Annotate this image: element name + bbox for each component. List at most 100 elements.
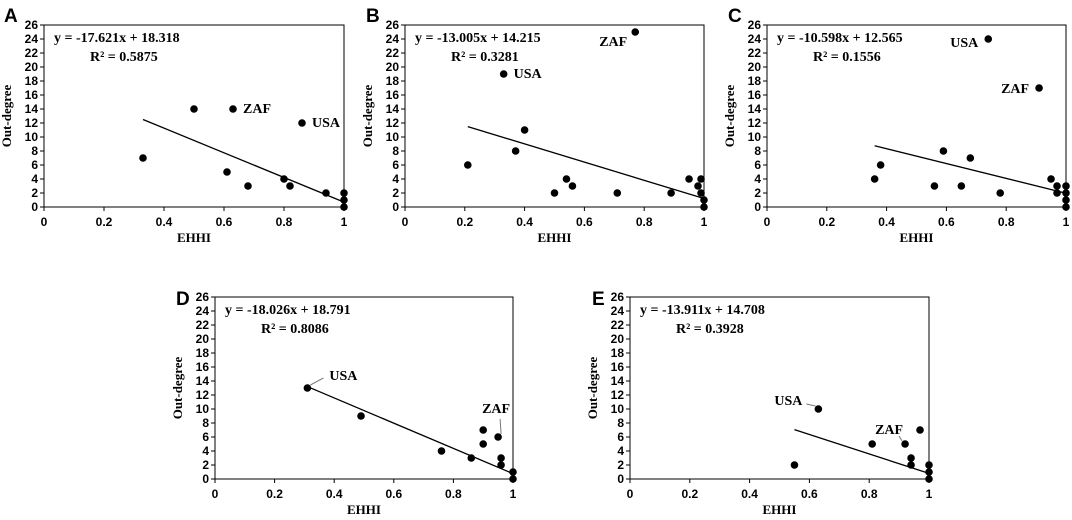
- panel-d-y-axis-title: Out-degree: [170, 356, 185, 419]
- panel-e-point: [790, 461, 799, 469]
- panel-a-point-usa: [298, 119, 306, 127]
- panel-e-equation: y = -13.911x + 14.708: [640, 303, 765, 318]
- panel-c-label-usa: USA: [950, 36, 979, 51]
- panel-c-trendline: [874, 145, 1067, 194]
- panel-d-ytick-label: 4: [202, 444, 209, 458]
- panel-a-ytick-label: 18: [25, 74, 39, 88]
- panel-a-point: [190, 105, 198, 113]
- panel-e-point: [925, 468, 933, 476]
- panel-c-point: [966, 154, 975, 162]
- panel-b-point: [613, 189, 622, 197]
- panel-e-ytick-label: 26: [611, 290, 625, 304]
- panel-a-label-zaf: ZAF: [243, 102, 271, 117]
- panel-b-equation: y = -13.005x + 14.215: [415, 31, 541, 46]
- panel-d-point: [357, 412, 365, 420]
- panel-a-point: [223, 168, 231, 176]
- panel-c-equation: y = -10.598x + 12.565: [777, 31, 903, 46]
- panel-c-point: [1053, 182, 1061, 190]
- panel-a-ytick-label: 14: [25, 102, 39, 116]
- panel-b-y-axis-title: Out-degree: [360, 84, 375, 147]
- panel-c-ytick-label: 4: [754, 172, 761, 186]
- panel-c-ytick-label: 22: [748, 46, 762, 60]
- panel-e-label-leader-usa: [806, 403, 816, 407]
- panel-e-xtick-label: 0.6: [801, 487, 818, 501]
- panel-c-point-zaf: [1035, 84, 1043, 92]
- panel-a-xtick-label: 1: [341, 215, 348, 229]
- panel-d-plot-frame: [214, 296, 514, 480]
- panel-e-ytick-label: 12: [611, 388, 625, 402]
- panel-c-point: [1062, 189, 1070, 197]
- panel-e-plot-frame: [629, 296, 930, 480]
- panel-b-point: [511, 147, 520, 155]
- panel-b-point-usa: [499, 70, 508, 78]
- panel-c-ytick-label: 6: [754, 158, 761, 172]
- panel-c-plot-frame: [766, 24, 1067, 208]
- panel-a-xtick-label: 0.2: [96, 215, 113, 229]
- panel-a-y-axis-title: Out-degree: [0, 84, 14, 147]
- panel-b-point: [520, 126, 529, 134]
- panel-b-ytick-label: 0: [392, 200, 399, 214]
- panel-a-label-usa: USA: [312, 116, 341, 131]
- panel-d-ytick-label: 6: [202, 430, 209, 444]
- panel-c-ytick-label: 8: [754, 144, 761, 158]
- panel-b-ytick-label: 18: [386, 74, 400, 88]
- panel-e-ytick-label: 2: [617, 458, 624, 472]
- panel-b-ytick-label: 10: [386, 130, 400, 144]
- panel-a-ytick-label: 10: [25, 130, 39, 144]
- panel-d-ytick-label: 16: [196, 360, 210, 374]
- panel-c-point: [939, 147, 948, 155]
- panel-a-point: [286, 182, 294, 190]
- panel-c-label-zaf: ZAF: [1001, 82, 1029, 97]
- panel-b-ytick-label: 14: [386, 102, 400, 116]
- panel-b-ytick-label: 26: [386, 18, 400, 32]
- panel-b-ytick-label: 2: [392, 186, 399, 200]
- panel-d-ytick-label: 8: [202, 416, 209, 430]
- panel-b-plot-frame: [404, 24, 705, 208]
- panel-d-label-leader-usa: [310, 377, 324, 386]
- panel-e-label-usa: USA: [774, 394, 803, 409]
- panel-e-ytick-label: 20: [611, 332, 625, 346]
- panel-a-ytick-label: 26: [25, 18, 39, 32]
- panel-a-point: [280, 175, 288, 183]
- panel-c-xtick-label: 0.6: [938, 215, 955, 229]
- panel-e-x-axis-title: EHHI: [763, 502, 797, 517]
- panel-b-ytick-label: 20: [386, 60, 400, 74]
- panel-b-r-squared: R² = 0.3281: [451, 50, 519, 65]
- panel-d-ytick-label: 14: [196, 374, 210, 388]
- panel-b-ytick-label: 6: [392, 158, 399, 172]
- panel-c-ytick-label: 18: [748, 74, 762, 88]
- panel-d-label-leader-zaf: [499, 418, 502, 435]
- panel-b-point: [700, 196, 708, 204]
- panel-a-letter: A: [4, 6, 18, 27]
- panel-e-label-zaf: ZAF: [875, 423, 903, 438]
- panel-b-xtick-label: 0.4: [516, 215, 533, 229]
- panel-c-letter: C: [728, 6, 742, 27]
- panel-e-ytick-label: 24: [611, 304, 625, 318]
- panel-e-point: [907, 461, 915, 469]
- panel-d-ytick-label: 0: [202, 472, 209, 486]
- panel-c-point: [1062, 182, 1070, 190]
- panel-d-trendline: [307, 385, 514, 475]
- panel-d-xtick-label: 1: [510, 487, 517, 501]
- panel-b-label-zaf: ZAF: [599, 35, 627, 50]
- panel-a-point: [322, 189, 330, 197]
- panel-e-point: [925, 461, 933, 469]
- panel-a-ytick-label: 24: [25, 32, 39, 46]
- panel-d-xtick-label: 0.6: [385, 487, 402, 501]
- panel-d-ytick-label: 20: [196, 332, 210, 346]
- panel-e-xtick-label: 0.4: [741, 487, 758, 501]
- panel-d-xtick-label: 0.8: [445, 487, 462, 501]
- panel-c-ytick-label: 2: [754, 186, 761, 200]
- panel-c-point: [1047, 175, 1055, 183]
- panel-e-ytick-label: 16: [611, 360, 625, 374]
- panel-c-ytick-label: 16: [748, 88, 762, 102]
- panel-e-ytick-label: 6: [617, 430, 624, 444]
- panel-a-ytick-label: 4: [31, 172, 38, 186]
- panel-b-ytick-label: 4: [392, 172, 399, 186]
- panel-a-point: [340, 203, 348, 211]
- panel-c-ytick-label: 24: [748, 32, 762, 46]
- panel-d-label-zaf: ZAF: [482, 402, 510, 417]
- panel-a-ytick-label: 20: [25, 60, 39, 74]
- panel-b-ytick-label: 8: [392, 144, 399, 158]
